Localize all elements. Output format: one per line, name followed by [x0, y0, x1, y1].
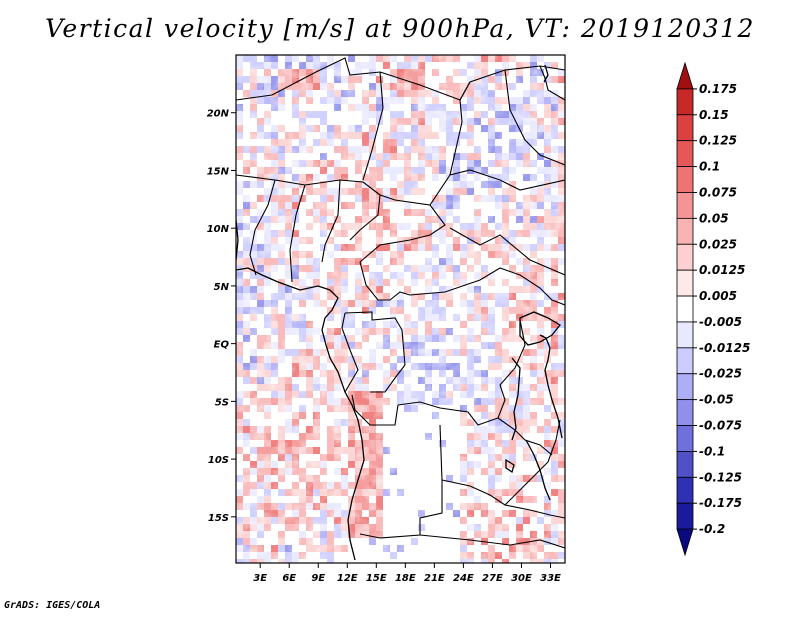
- latitude-axis: 20N 15N 10N 5N EQ 5S 10S 15S: [207, 109, 236, 524]
- colorbar-label: 0.05: [699, 211, 729, 225]
- colorbar-swatch: [676, 502, 694, 530]
- colorbar-swatch: [676, 476, 694, 504]
- colorbar-label: 0.0125: [699, 263, 745, 277]
- lat-tick-label: EQ: [214, 340, 230, 351]
- colorbar-label: 0.125: [699, 134, 737, 148]
- lon-tick-label: 3E: [253, 573, 267, 584]
- colorbar-swatch: [676, 114, 694, 142]
- colorbar-swatch: [676, 140, 694, 167]
- colorbar-swatch: [676, 347, 694, 375]
- colorbar-swatch: [676, 192, 694, 219]
- lon-tick-label: 21E: [424, 573, 445, 584]
- colorbar-swatch: [676, 243, 694, 271]
- map-panel: 20N 15N 10N 5N EQ 5S 10S 15S 3E 6E 9E 12E 15E 18E 21E…: [207, 54, 566, 584]
- colorbar-label: -0.0125: [699, 341, 750, 355]
- colorbar-label: -0.175: [699, 496, 742, 510]
- colorbar-swatch: [676, 217, 694, 245]
- lat-tick-label: 10S: [208, 455, 229, 466]
- colorbar-label: 0.1: [699, 160, 720, 174]
- colorbar-label: -0.005: [699, 315, 742, 329]
- plot-title: Vertical velocity [m/s] at 900hPa, VT: 2…: [45, 14, 755, 43]
- colorbar-label: 0.15: [699, 108, 729, 122]
- colorbar-label: -0.075: [699, 419, 742, 433]
- colorbar-swatch: [676, 528, 694, 557]
- colorbar-label: -0.05: [699, 393, 734, 407]
- colorbar-swatch: [676, 166, 694, 193]
- colorbar-swatch: [676, 451, 694, 478]
- colorbar-label: 0.025: [699, 237, 737, 251]
- lat-tick-label: 5N: [214, 282, 230, 293]
- lon-tick-label: 6E: [282, 573, 296, 584]
- coastlines: [236, 64, 563, 561]
- colorbar-swatch: [676, 61, 694, 90]
- lon-tick-label: 33E: [540, 573, 561, 584]
- country-borders: [236, 57, 565, 549]
- lon-tick-label: 9E: [311, 573, 325, 584]
- lat-tick-label: 10N: [207, 224, 230, 235]
- colorbar-label: -0.2: [699, 522, 725, 536]
- lat-tick-label: 5S: [215, 397, 229, 408]
- colorbar-label: 0.175: [699, 82, 737, 96]
- lat-tick-label: 15N: [207, 166, 230, 177]
- colorbar-label: -0.1: [699, 444, 725, 458]
- colorbar-swatch: [676, 295, 694, 323]
- colorbar-label: -0.125: [699, 470, 742, 484]
- colorbar: 0.175 0.15 0.125 0.1 0.075 0.05 0.025 0.0125 0.0…: [676, 61, 750, 557]
- lat-tick-label: 15S: [208, 513, 229, 524]
- colorbar-swatch: [676, 425, 694, 452]
- lon-tick-label: 27E: [482, 573, 503, 584]
- lon-tick-label: 12E: [337, 573, 358, 584]
- lon-tick-label: 15E: [366, 573, 387, 584]
- map-frame: [235, 54, 566, 564]
- colorbar-swatch: [676, 321, 694, 349]
- colorbar-swatch: [676, 88, 694, 116]
- colorbar-label: 0.005: [699, 289, 737, 303]
- colorbar-swatch: [676, 399, 694, 426]
- lat-tick-label: 20N: [207, 109, 230, 120]
- colorbar-label: -0.025: [699, 367, 742, 381]
- lon-tick-label: 30E: [511, 573, 532, 584]
- colorbar-label: 0.075: [699, 185, 737, 199]
- colorbar-swatch: [676, 373, 694, 401]
- longitude-axis: 3E 6E 9E 12E 15E 18E 21E 24E 27E 30E 33E: [253, 563, 561, 584]
- colorbar-swatch: [676, 269, 694, 297]
- lon-tick-label: 18E: [395, 573, 416, 584]
- grads-credit: GrADS: IGES/COLA: [4, 600, 101, 611]
- lon-tick-label: 24E: [453, 573, 474, 584]
